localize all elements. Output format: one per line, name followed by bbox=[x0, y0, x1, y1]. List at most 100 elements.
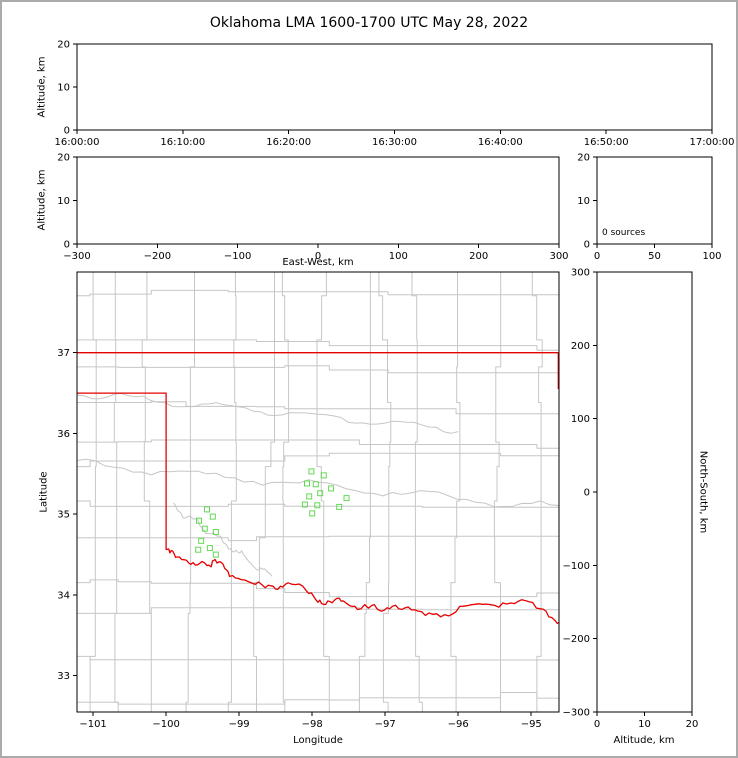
county-boundary-line bbox=[227, 272, 237, 712]
y-tick-label: 33 bbox=[57, 671, 70, 682]
county-boundary-line bbox=[253, 272, 275, 712]
x-tick-label: 16:00:00 bbox=[55, 137, 100, 148]
x-tick-label: 0 bbox=[594, 251, 600, 262]
lightning-source-marker bbox=[314, 502, 321, 509]
y-tick-label: 0 bbox=[64, 126, 70, 137]
lightning-source-marker bbox=[209, 513, 216, 520]
county-boundary-line bbox=[450, 272, 461, 712]
x-tick-label: −95 bbox=[521, 719, 542, 730]
lightning-source-marker bbox=[304, 480, 310, 487]
x-tick-label: −100 bbox=[152, 719, 179, 730]
y-axis-label-latitude: Latitude bbox=[38, 471, 50, 513]
lightning-source-marker bbox=[212, 529, 219, 535]
x-axis-label-eastwest: East-West, km bbox=[282, 257, 354, 268]
x-tick-label: −98 bbox=[302, 719, 323, 730]
lightning-source-marker bbox=[195, 546, 202, 553]
y-tick-label: 10 bbox=[57, 196, 70, 207]
x-tick-label: 20 bbox=[686, 719, 699, 730]
y-tick-label: −300 bbox=[563, 708, 590, 719]
lightning-source-marker bbox=[336, 503, 343, 510]
y-tick-label: 20 bbox=[577, 153, 590, 164]
y-tick-label: 35 bbox=[57, 510, 70, 521]
map-content bbox=[77, 272, 559, 712]
county-boundary-line bbox=[77, 500, 559, 508]
x-tick-label: −101 bbox=[79, 719, 106, 730]
panel-frame-height-northsouth-panel bbox=[596, 271, 693, 713]
state-border-red-river bbox=[165, 548, 559, 625]
county-boundary-line bbox=[77, 401, 559, 415]
county-boundary-line bbox=[77, 339, 559, 351]
y-axis-label-northsouth: North-South, km bbox=[697, 450, 709, 534]
x-tick-label: −100 bbox=[224, 251, 251, 262]
x-tick-label: 50 bbox=[648, 251, 661, 262]
x-tick-label: 10 bbox=[638, 719, 651, 730]
x-tick-label: 16:40:00 bbox=[478, 137, 523, 148]
x-tick-label: 16:20:00 bbox=[266, 137, 311, 148]
x-tick-label: 0 bbox=[315, 251, 321, 262]
y-tick-label: −100 bbox=[563, 561, 590, 572]
y-tick-label: 0 bbox=[584, 488, 590, 499]
y-tick-label: 36 bbox=[57, 429, 70, 440]
river-line bbox=[77, 392, 459, 434]
x-tick-label: 100 bbox=[389, 251, 408, 262]
x-tick-label: −96 bbox=[448, 719, 469, 730]
county-boundary-line bbox=[281, 272, 290, 712]
lightning-source-marker bbox=[312, 481, 319, 488]
lightning-source-marker bbox=[306, 493, 313, 500]
river-line bbox=[173, 502, 273, 577]
county-boundary-line bbox=[77, 692, 559, 705]
y-tick-label: 10 bbox=[57, 83, 70, 94]
state-border-panhandle bbox=[77, 392, 167, 550]
y-tick-label: 200 bbox=[571, 341, 590, 352]
x-tick-label: 300 bbox=[549, 251, 568, 262]
county-boundary-line bbox=[493, 272, 502, 712]
lightning-source-marker bbox=[308, 468, 315, 475]
lightning-source-marker bbox=[198, 537, 205, 544]
x-tick-label: 0 bbox=[594, 719, 600, 730]
x-axis-label-altitude: Altitude, km bbox=[613, 735, 675, 746]
lightning-source-marker bbox=[301, 501, 308, 508]
lightning-source-marker bbox=[309, 510, 316, 517]
x-tick-label: −300 bbox=[63, 251, 90, 262]
lightning-source-marker bbox=[201, 525, 208, 532]
county-boundary-line bbox=[141, 272, 152, 712]
x-tick-label: 100 bbox=[702, 251, 721, 262]
county-boundary-line bbox=[77, 452, 559, 468]
lightning-source-marker bbox=[328, 485, 335, 492]
y-axis-label-eastwest-height: Altitude, km bbox=[36, 169, 48, 231]
y-tick-label: 100 bbox=[571, 414, 590, 425]
x-axis-label-longitude: Longitude bbox=[293, 735, 343, 746]
county-boundary-line bbox=[316, 272, 330, 712]
lightning-source-marker bbox=[206, 545, 213, 552]
y-tick-label: 0 bbox=[584, 240, 590, 251]
county-boundary-line bbox=[411, 272, 423, 712]
county-boundary-line bbox=[77, 655, 559, 661]
x-tick-label: −97 bbox=[375, 719, 396, 730]
lightning-source-marker bbox=[320, 472, 327, 479]
county-boundary-line bbox=[77, 439, 559, 449]
y-tick-label: 0 bbox=[64, 240, 70, 251]
lightning-source-marker bbox=[196, 517, 202, 524]
y-tick-label: 20 bbox=[57, 40, 70, 51]
county-boundary-line bbox=[77, 365, 559, 374]
y-tick-label: 10 bbox=[577, 196, 590, 207]
county-boundary-line bbox=[77, 535, 559, 542]
x-tick-label: 16:10:00 bbox=[160, 137, 205, 148]
county-boundary-line bbox=[89, 272, 97, 712]
county-boundary-line bbox=[77, 289, 559, 297]
x-tick-label: −99 bbox=[229, 719, 250, 730]
y-axis-label-time-height: Altitude, km bbox=[36, 56, 48, 118]
y-tick-label: 34 bbox=[57, 590, 70, 601]
x-tick-label: 16:50:00 bbox=[584, 137, 629, 148]
y-tick-label: −200 bbox=[563, 634, 590, 645]
x-tick-label: 200 bbox=[469, 251, 488, 262]
sources-count-label: 0 sources bbox=[602, 228, 646, 238]
county-boundary-line bbox=[113, 272, 119, 712]
chart-title: Oklahoma LMA 1600-1700 UTC May 28, 2022 bbox=[209, 15, 529, 31]
y-tick-label: 37 bbox=[57, 348, 70, 359]
county-boundary-line bbox=[77, 579, 559, 598]
county-boundary-line bbox=[185, 272, 195, 712]
lightning-source-marker bbox=[204, 506, 210, 513]
